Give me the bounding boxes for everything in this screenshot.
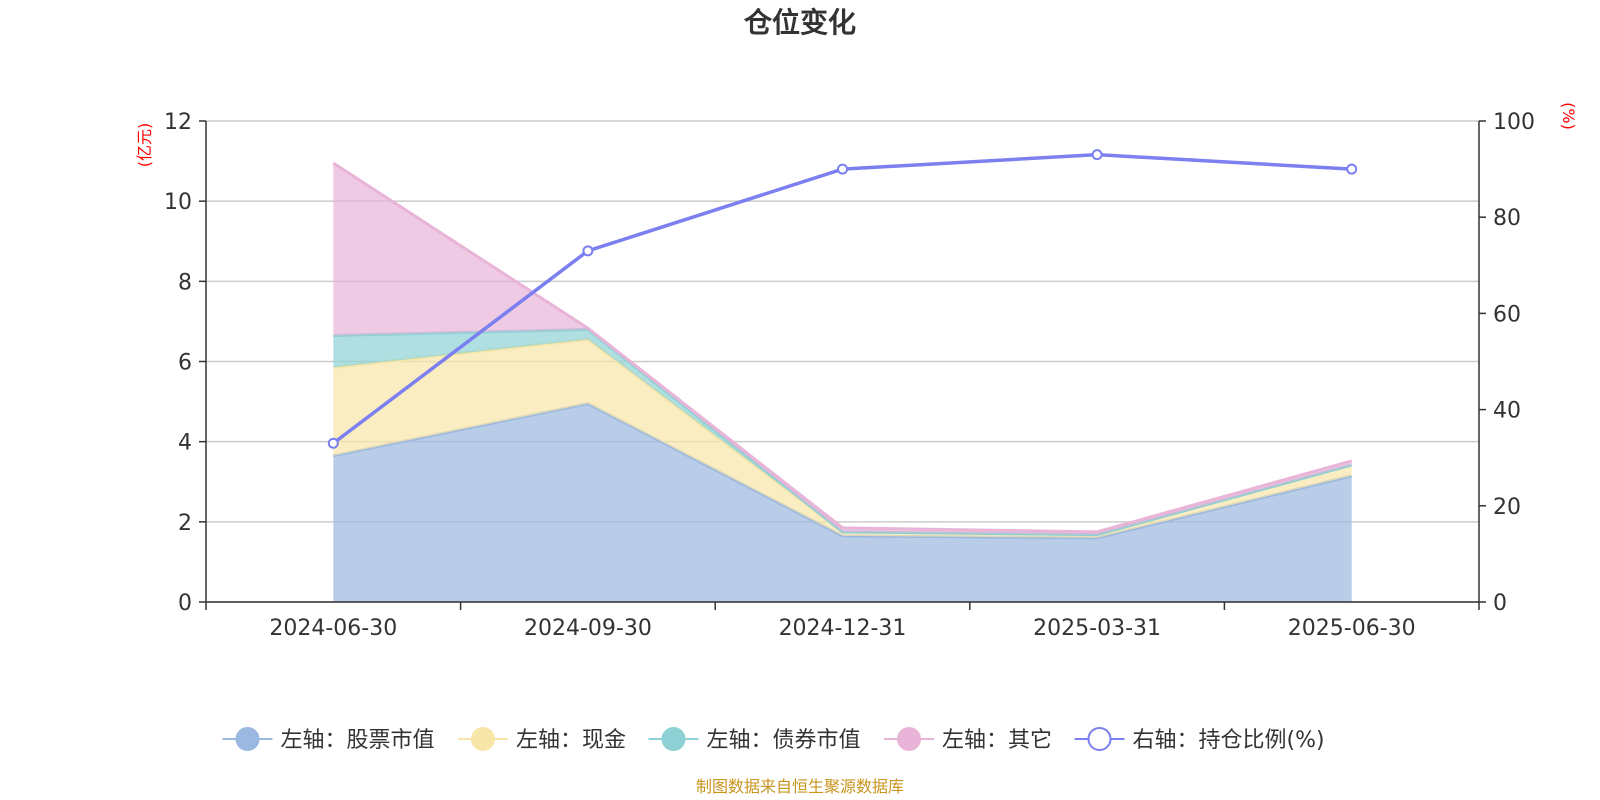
chart-title: 仓位变化 <box>744 6 856 39</box>
x-tick-label: 2025-03-31 <box>1033 616 1161 641</box>
area-edge-左轴：其它 <box>332 161 1353 534</box>
ratio-line <box>327 149 1358 449</box>
area-左轴：现金 <box>333 339 1352 538</box>
legend-item: 左轴：现金 <box>458 727 626 753</box>
left-tick-label: 6 <box>178 351 192 376</box>
ratio-point <box>327 437 339 449</box>
x-tick-label: 2024-09-30 <box>524 616 652 641</box>
right-tick-label: 60 <box>1493 302 1521 327</box>
area-左轴：股票市值 <box>333 403 1352 602</box>
legend-swatch-marker <box>897 727 921 751</box>
right-tick-label: 40 <box>1493 399 1521 424</box>
right-tick-label: 80 <box>1493 206 1521 231</box>
ratio-point <box>582 245 594 257</box>
left-tick-label: 0 <box>178 591 192 616</box>
left-tick-label: 8 <box>178 270 192 295</box>
ratio-point <box>1091 149 1103 161</box>
legend-label: 左轴：股票市值 <box>281 728 435 753</box>
x-tick-label: 2024-06-30 <box>269 616 397 641</box>
legend-label: 右轴：持仓比例(%) <box>1133 728 1325 753</box>
right-tick-label: 20 <box>1493 495 1521 520</box>
legend-label: 左轴：现金 <box>516 728 626 753</box>
legend-item: 左轴：债券市值 <box>648 727 861 753</box>
area-左轴：债券市值 <box>333 329 1352 535</box>
data-source: 制图数据来自恒生聚源数据库 <box>696 777 904 796</box>
left-axis-unit: (亿元) <box>135 123 154 168</box>
x-tick-label: 2025-06-30 <box>1288 616 1416 641</box>
legend-swatch-marker <box>235 727 260 751</box>
x-tick-label: 2024-12-31 <box>779 616 907 641</box>
legend: 左轴：股票市值 左轴：现金 左轴：债券市值 左轴：其它 右轴：持仓比例(%) <box>222 727 1325 753</box>
ratio-point <box>837 163 848 175</box>
legend-swatch-marker <box>471 727 495 751</box>
legend-label: 左轴：其它 <box>942 728 1052 753</box>
axes: 0 2 4 6 8 10 12 0 20 40 60 80 100 2024-06-30 2024-09-3… <box>164 110 1535 641</box>
right-tick-label: 100 <box>1493 110 1535 135</box>
right-tick-label: 0 <box>1493 591 1507 616</box>
legend-item: 右轴：持仓比例(%) <box>1074 727 1325 753</box>
legend-item: 左轴：股票市值 <box>222 727 435 753</box>
left-tick-label: 12 <box>164 110 192 135</box>
ratio-point <box>1346 163 1358 175</box>
right-axis-unit: (%) <box>1559 102 1578 130</box>
left-tick-label: 4 <box>178 431 192 456</box>
left-tick-label: 2 <box>178 511 192 536</box>
left-tick-label: 10 <box>164 190 192 215</box>
legend-label: 左轴：债券市值 <box>707 728 861 753</box>
legend-item: 左轴：其它 <box>884 727 1052 753</box>
stacked-areas <box>332 161 1353 602</box>
legend-swatch-marker <box>1087 727 1112 751</box>
legend-swatch-marker <box>661 727 686 751</box>
